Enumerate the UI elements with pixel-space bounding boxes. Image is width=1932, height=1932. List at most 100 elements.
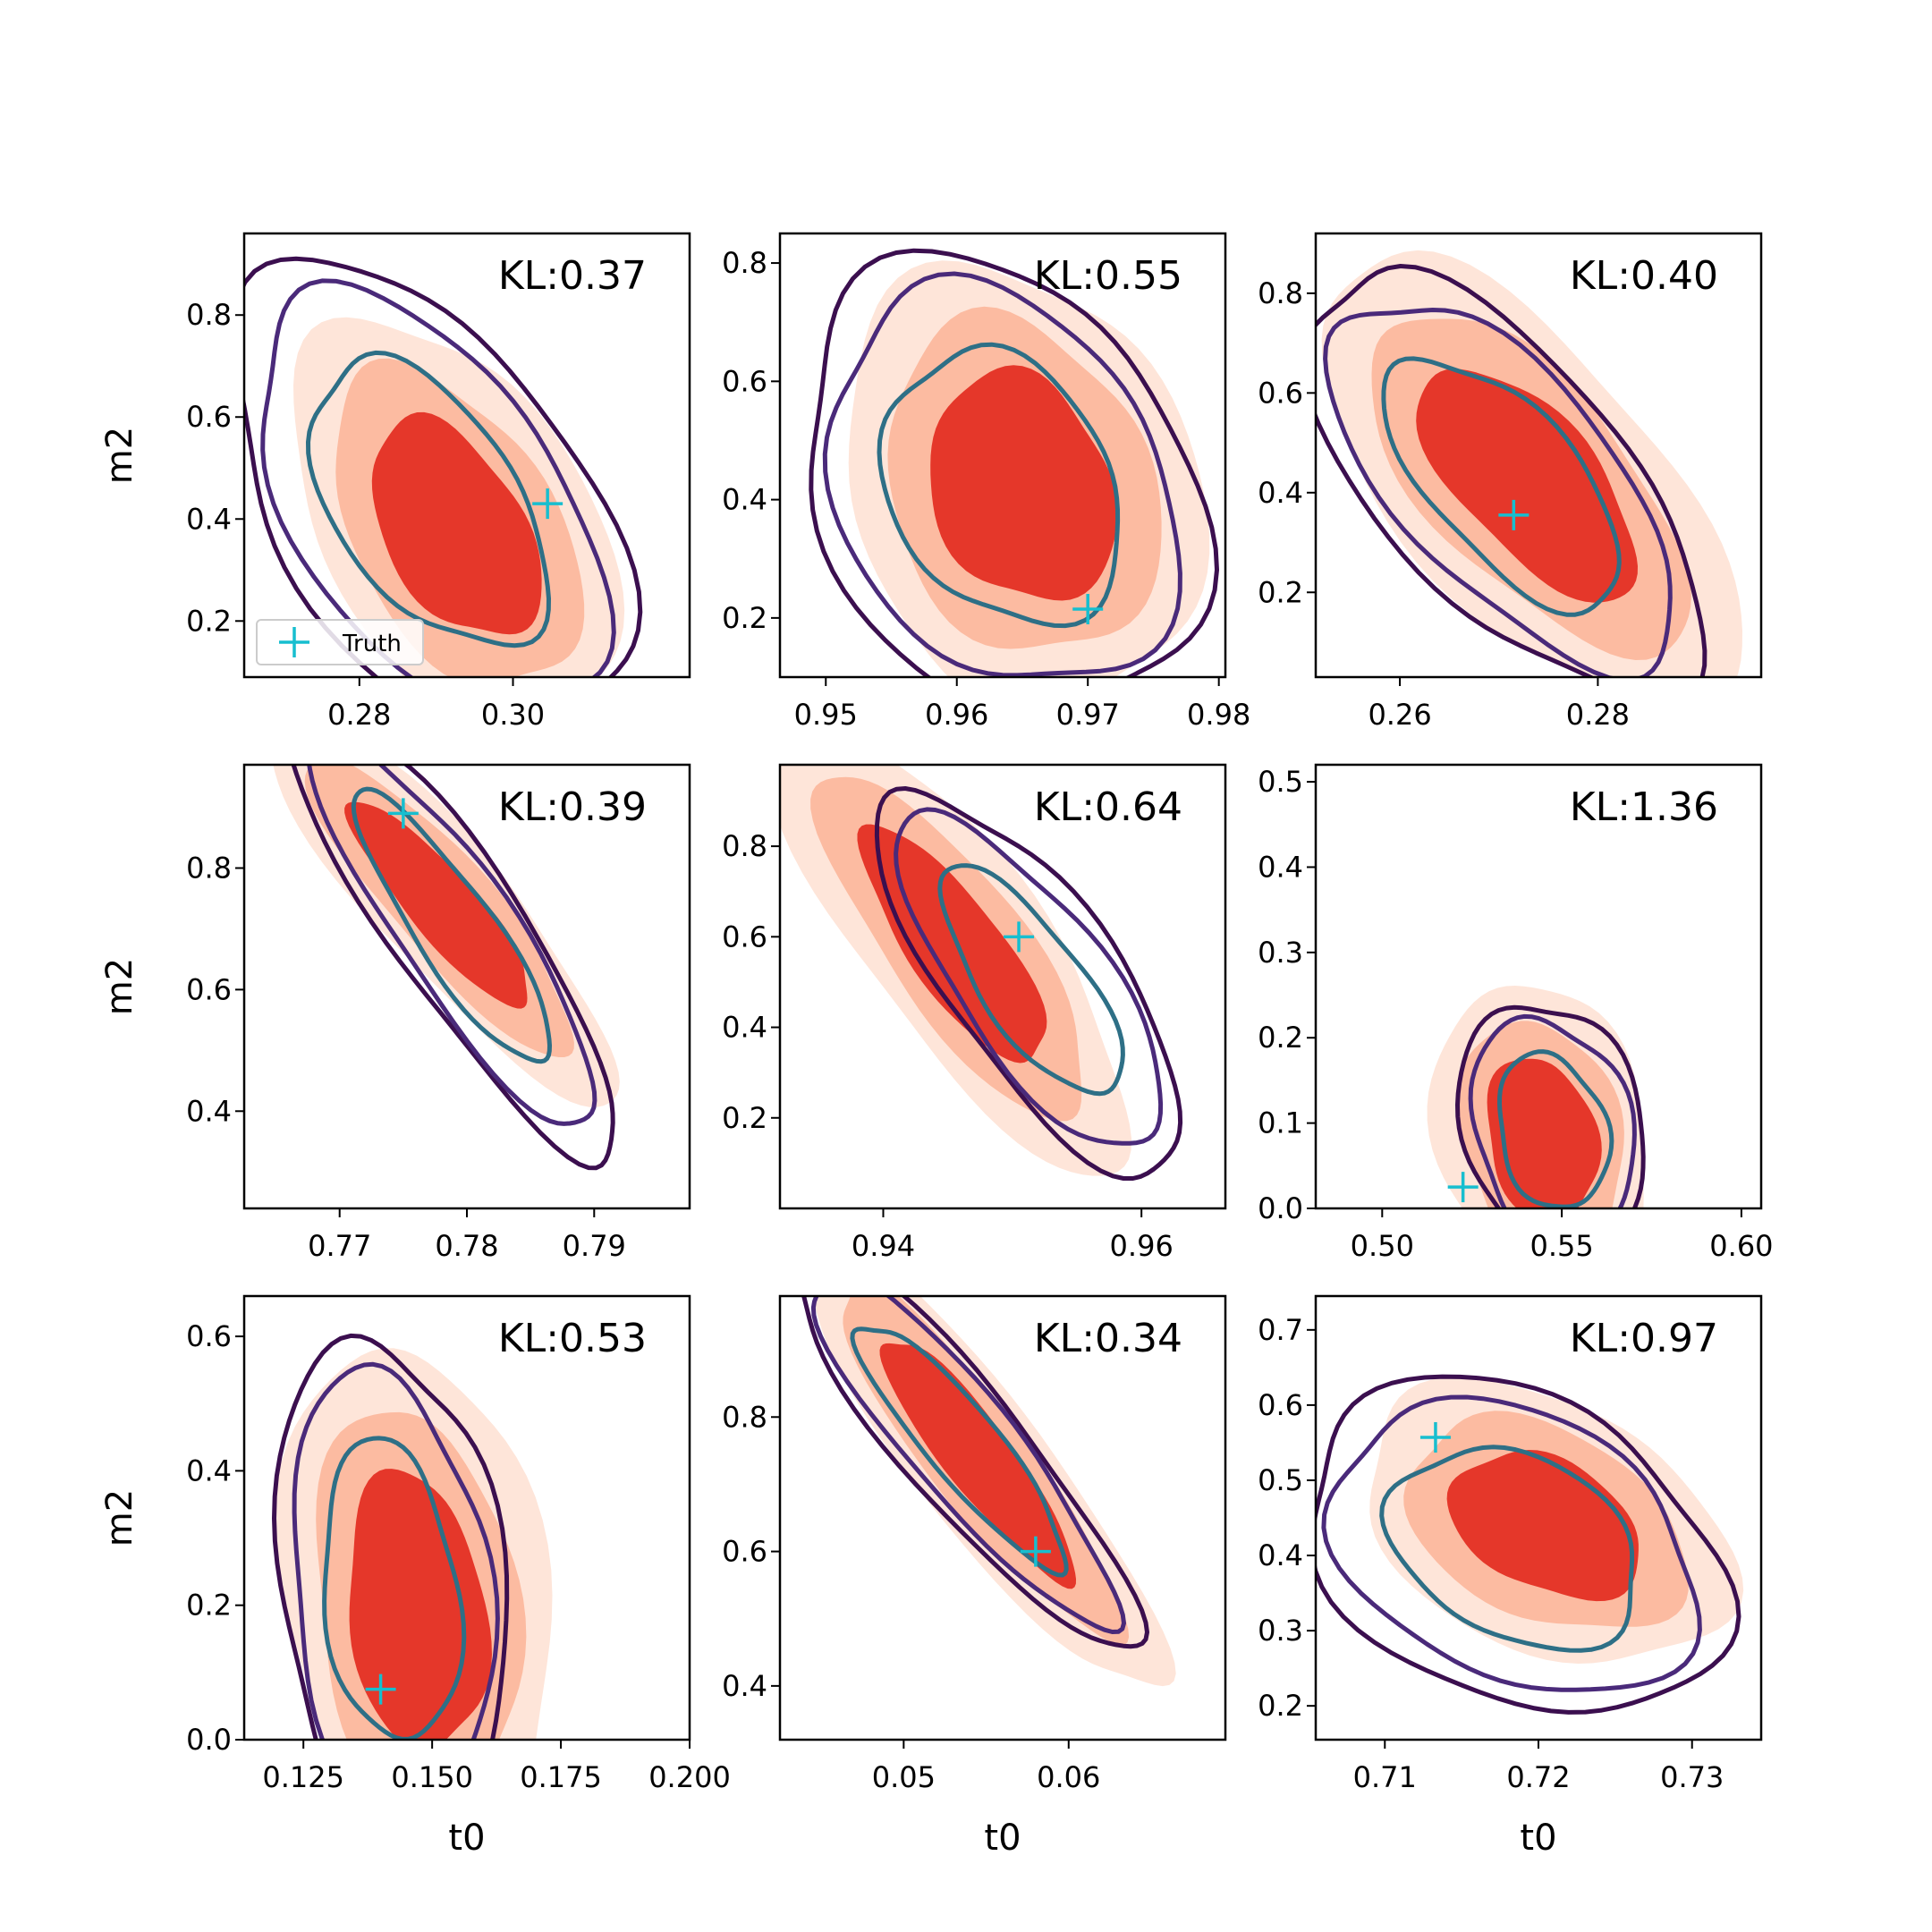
x-tick-label: 0.77 — [308, 1229, 371, 1263]
truth-marker — [1004, 921, 1035, 953]
density-fill-inner — [344, 801, 528, 1009]
y-tick-label: 0.6 — [186, 400, 232, 434]
y-tick-label: 0.4 — [1258, 476, 1303, 510]
kl-annotation: KL:0.34 — [1034, 1316, 1182, 1361]
x-tick-label: 0.96 — [1110, 1229, 1174, 1263]
contour-mid — [307, 765, 597, 1126]
y-tick-label: 0.6 — [1258, 1388, 1303, 1422]
contour-outer — [291, 765, 615, 1171]
contour-outer — [801, 1296, 1149, 1649]
x-tick-label: 0.55 — [1530, 1229, 1593, 1263]
x-tick-label: 0.95 — [794, 698, 858, 732]
x-tick-label: 0.150 — [391, 1760, 473, 1794]
y-tick-label: 0.7 — [1258, 1313, 1303, 1347]
legend-label: Truth — [342, 631, 402, 657]
contour-mid — [292, 1361, 500, 1740]
contour-inner — [850, 1326, 1069, 1578]
axes-frame — [778, 232, 1227, 679]
axes-frame — [778, 763, 1227, 1210]
y-tick-label: 0.3 — [1258, 1614, 1303, 1648]
legend-truth-marker — [279, 627, 309, 657]
truth-marker — [1498, 499, 1530, 530]
y-tick-label: 0.2 — [1258, 1689, 1303, 1723]
panel-1: 0.28 0.30 0.2 0.4 0.6 0.8 KL:0.37 m2 Truth — [99, 232, 691, 732]
contour-inner — [1381, 356, 1622, 617]
y-tick-label: 0.4 — [186, 502, 232, 536]
y-tick-label: 0.5 — [1258, 765, 1303, 799]
y-tick-label: 0.8 — [722, 829, 767, 863]
y-tick-label: 0.8 — [186, 852, 232, 886]
x-axis-label: t0 — [448, 1818, 485, 1859]
contour-outer — [874, 786, 1183, 1181]
x-tick-label: 0.05 — [872, 1760, 936, 1794]
y-tick-label: 0.6 — [722, 919, 767, 953]
contour-outer — [1455, 1004, 1646, 1208]
panel-2: 0.95 0.96 0.97 0.98 0.2 0.4 0.6 0.8 KL:0.55 — [722, 232, 1250, 732]
truth-marker — [1072, 593, 1104, 624]
contour-inner — [877, 342, 1121, 629]
x-tick-label: 0.28 — [1566, 698, 1630, 732]
y-tick-label: 0.2 — [722, 1101, 767, 1135]
contour-mid — [1321, 1394, 1702, 1692]
x-tick-label: 0.125 — [262, 1760, 344, 1794]
panel-4: 0.77 0.78 0.79 0.4 0.6 0.8 KL:0.39 m2 — [99, 763, 691, 1263]
x-tick-label: 0.26 — [1368, 698, 1431, 732]
contour-outer — [1316, 264, 1707, 677]
contour-mid — [894, 807, 1164, 1146]
x-axis-label: t0 — [984, 1818, 1021, 1859]
panel-8: 0.05 0.06 0.4 0.6 0.8 KL:0.34 t0 — [722, 1294, 1227, 1859]
contour-inner — [1379, 1445, 1635, 1653]
density-fill-inner — [930, 365, 1118, 601]
density-fill-inner — [1487, 1058, 1602, 1208]
x-tick-label: 0.79 — [563, 1229, 626, 1263]
kl-annotation: KL:1.36 — [1570, 784, 1718, 830]
x-tick-label: 0.73 — [1660, 1760, 1724, 1794]
contour-inner — [351, 786, 552, 1064]
x-tick-label: 0.30 — [481, 698, 545, 732]
contour-inner — [322, 1436, 467, 1740]
contour-mid — [260, 278, 616, 677]
x-tick-label: 0.175 — [520, 1760, 602, 1794]
truth-marker — [532, 488, 564, 520]
y-tick-label: 0.4 — [1258, 1538, 1303, 1572]
panel-5: 0.94 0.96 0.2 0.4 0.6 0.8 KL:0.64 — [722, 763, 1227, 1263]
x-tick-label: 0.71 — [1353, 1760, 1417, 1794]
y-tick-label: 0.2 — [722, 601, 767, 635]
panel-7: 0.125 0.150 0.175 0.200 0.0 0.2 0.4 0.6 KL:0.53 m… — [99, 1294, 731, 1859]
x-tick-label: 0.97 — [1056, 698, 1120, 732]
contour-outer — [272, 1333, 510, 1740]
kl-annotation: KL:0.53 — [498, 1316, 647, 1361]
contour-inner — [1497, 1049, 1614, 1208]
contour-outer — [1316, 1374, 1741, 1715]
contour-mid — [1323, 308, 1673, 677]
y-tick-label: 0.5 — [1258, 1463, 1303, 1497]
contour-outer — [809, 248, 1219, 677]
y-tick-label: 0.4 — [722, 1011, 767, 1045]
y-tick-label: 0.4 — [186, 1094, 232, 1128]
y-tick-label: 0.2 — [1258, 1021, 1303, 1055]
density-fill-inner — [857, 824, 1047, 1063]
contour-mid — [822, 271, 1182, 677]
x-tick-label: 0.60 — [1709, 1229, 1773, 1263]
contour-mid — [1468, 1013, 1637, 1208]
density-fill-inner — [371, 411, 542, 635]
kl-annotation: KL:0.64 — [1034, 784, 1182, 830]
truth-marker — [365, 1674, 396, 1705]
contour-inner — [306, 350, 551, 648]
y-tick-label: 0.2 — [186, 1589, 232, 1623]
x-axis-label: t0 — [1520, 1818, 1556, 1859]
y-tick-label: 0.6 — [1258, 376, 1303, 410]
y-tick-label: 0.6 — [722, 1535, 767, 1569]
density-fill-inner — [879, 1343, 1076, 1589]
contour-inner — [937, 863, 1125, 1097]
contour-mid — [810, 1296, 1126, 1634]
truth-marker — [1020, 1536, 1051, 1567]
density-fill-inner — [349, 1469, 492, 1740]
x-tick-label: 0.96 — [925, 698, 988, 732]
x-tick-label: 0.06 — [1037, 1760, 1100, 1794]
y-axis-label: m2 — [99, 427, 140, 484]
truth-marker — [1419, 1422, 1451, 1453]
y-tick-label: 0.8 — [722, 1400, 767, 1434]
x-tick-label: 0.72 — [1506, 1760, 1570, 1794]
